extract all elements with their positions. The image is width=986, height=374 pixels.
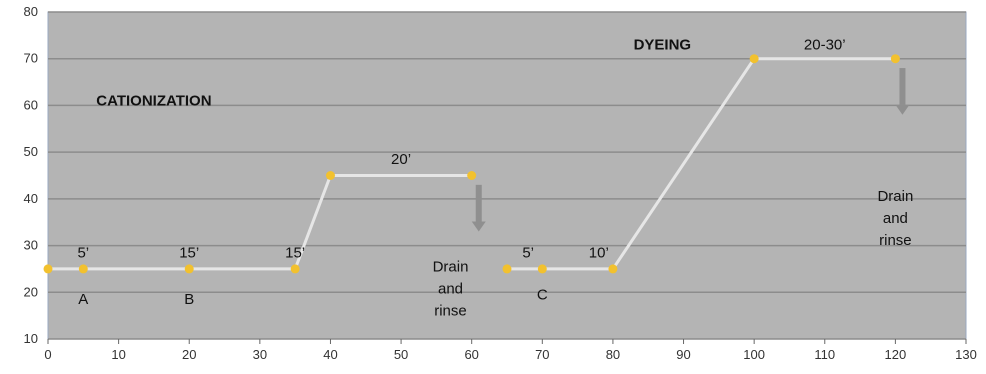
data-point	[467, 171, 477, 180]
annotation-t5a: 5’	[77, 244, 89, 261]
data-point	[78, 264, 88, 274]
x-tick-label: 110	[814, 347, 835, 362]
data-point	[890, 54, 900, 64]
y-tick-label: 40	[24, 191, 38, 206]
y-tick-label: 30	[24, 238, 38, 253]
x-tick-label: 20	[182, 347, 196, 362]
x-tick-label: 60	[464, 347, 478, 362]
data-point	[749, 54, 759, 64]
data-point	[290, 264, 300, 274]
annotation-drain1: Drain and rinse	[433, 258, 469, 319]
x-tick-label: 40	[323, 347, 337, 362]
annotation-t15a: 15’	[179, 244, 199, 261]
x-tick-label: 0	[44, 347, 51, 362]
annotation-labelA: A	[78, 291, 88, 308]
data-point	[184, 264, 194, 274]
y-tick-label: 50	[24, 144, 38, 159]
y-tick-label: 70	[24, 51, 38, 66]
drain-arrow	[895, 68, 910, 115]
drain-arrow	[471, 184, 486, 232]
annotation-labelB: B	[184, 291, 194, 308]
annotation-t2030: 20-30’	[804, 36, 846, 53]
annotation-dyeing: DYEING	[634, 36, 692, 53]
data-point	[325, 171, 335, 180]
annotation-cationization: CATIONIZATION	[96, 92, 211, 109]
annotation-labelC: C	[537, 286, 548, 303]
annotation-drain2: Drain and rinse	[877, 188, 913, 249]
data-point	[537, 264, 547, 274]
data-markers	[43, 54, 900, 274]
x-tick-label: 70	[535, 347, 549, 362]
x-tick-label: 80	[606, 347, 620, 362]
x-tick-label: 130	[955, 347, 977, 362]
drain-arrows	[471, 68, 910, 232]
data-point	[502, 264, 512, 274]
plot-area	[47, 11, 967, 340]
series-line	[48, 174, 472, 271]
annotations: CATIONIZATION DYEING 5’ 15’ 15’ 20’ 5’ 10’ 20-30…	[77, 36, 913, 319]
annotation-t10: 10’	[589, 244, 609, 261]
gridlines	[48, 11, 966, 340]
data-point	[608, 264, 618, 274]
x-tick-label: 10	[111, 347, 125, 362]
x-tick-label: 50	[394, 347, 408, 362]
x-tick-label: 30	[253, 347, 267, 362]
annotation-t5b: 5’	[522, 244, 534, 261]
axes: 10 20 30 40 50 60 70 80 0 10 20 30 40 50 60 70 80 90 100 11…	[24, 4, 977, 362]
data-point	[43, 264, 53, 274]
y-tick-label: 80	[24, 4, 38, 19]
y-tick-label: 60	[24, 97, 38, 112]
x-tick-label: 100	[743, 347, 765, 362]
y-tick-label: 10	[24, 331, 38, 346]
x-tick-label: 90	[676, 347, 690, 362]
annotation-t15b: 15’	[285, 244, 305, 261]
y-tick-label: 20	[24, 284, 38, 299]
annotation-t20: 20’	[391, 151, 411, 168]
x-tick-label: 120	[885, 347, 907, 362]
